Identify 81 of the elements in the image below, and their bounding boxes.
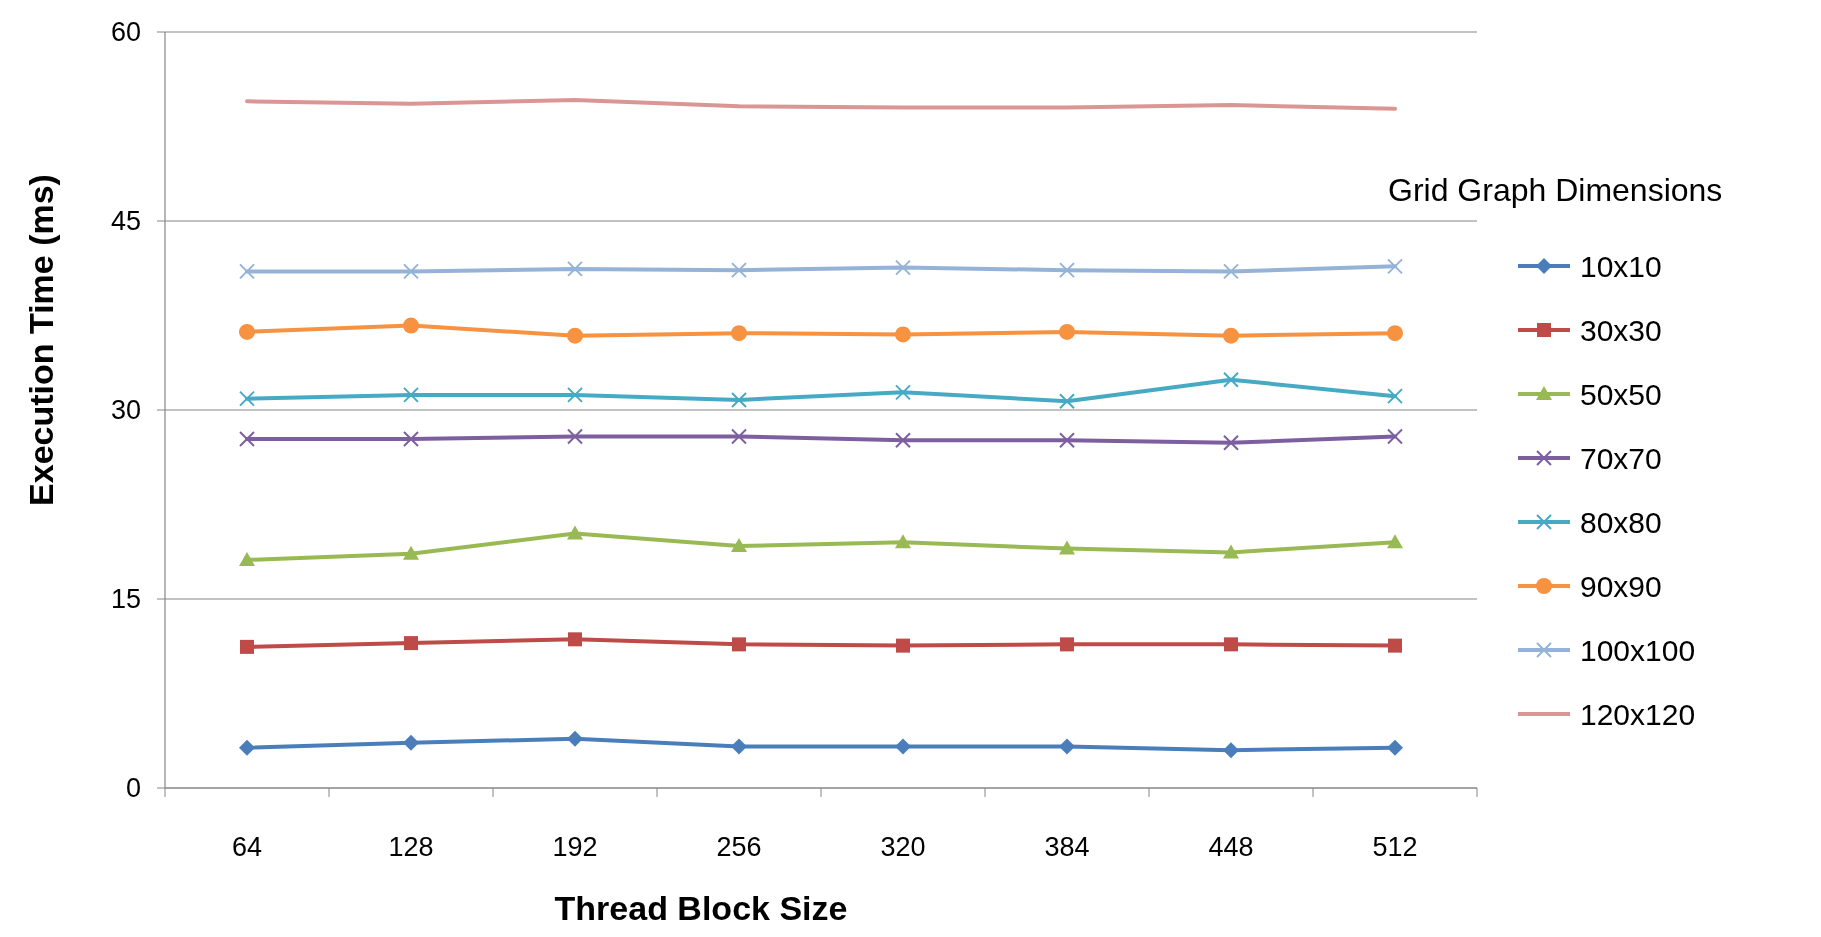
y-tick-label: 30 <box>110 395 141 426</box>
x-tick-label: 448 <box>1208 832 1254 862</box>
point <box>403 430 419 447</box>
point <box>239 323 255 340</box>
legend-label: 120x120 <box>1580 697 1696 731</box>
point <box>731 428 747 445</box>
point <box>1223 434 1239 451</box>
point <box>896 638 910 653</box>
point <box>731 538 747 553</box>
point <box>731 738 747 755</box>
x-tick-label: 64 <box>231 832 263 862</box>
point <box>1387 258 1403 275</box>
point <box>403 263 419 280</box>
legend-label: 30x30 <box>1580 313 1662 347</box>
point <box>731 391 747 408</box>
point <box>1223 263 1239 280</box>
x-tick-label: 192 <box>552 832 598 862</box>
point <box>1059 738 1075 755</box>
point <box>567 730 583 747</box>
point <box>1388 638 1402 653</box>
point <box>239 430 255 447</box>
point <box>239 551 255 566</box>
point <box>568 632 582 647</box>
legend-label: 50x50 <box>1580 377 1662 411</box>
point <box>1387 388 1403 405</box>
point <box>567 260 583 277</box>
legend-title: Grid Graph Dimensions <box>1388 172 1723 208</box>
point <box>1060 637 1074 652</box>
point <box>895 259 911 276</box>
legend-label: 90x90 <box>1580 569 1662 603</box>
point <box>1059 540 1075 555</box>
point <box>731 262 747 279</box>
point <box>1223 742 1239 759</box>
legend-label: 100x100 <box>1580 633 1696 667</box>
point <box>1059 432 1075 449</box>
point <box>1059 393 1075 410</box>
point <box>895 534 911 549</box>
x-tick-label: 512 <box>1372 832 1418 862</box>
y-tick-label: 0 <box>125 773 141 804</box>
point <box>1223 327 1239 344</box>
point <box>895 326 911 343</box>
point <box>895 384 911 401</box>
point <box>567 428 583 445</box>
point <box>895 432 911 449</box>
legend-label: 70x70 <box>1580 441 1662 475</box>
y-axis-title: Execution Time (ms) <box>22 174 60 506</box>
point <box>1059 323 1075 340</box>
point <box>403 734 419 751</box>
y-tick-label: 60 <box>110 17 141 48</box>
point <box>1387 534 1403 549</box>
y-tick-label: 45 <box>110 206 141 237</box>
point <box>567 327 583 344</box>
legend-label: 80x80 <box>1580 505 1662 539</box>
point <box>567 386 583 403</box>
point <box>1223 371 1239 388</box>
point <box>732 637 746 652</box>
point <box>731 325 747 342</box>
point <box>404 636 418 651</box>
point <box>1387 325 1403 342</box>
point <box>567 525 583 540</box>
x-tick-label: 128 <box>388 832 434 862</box>
x-tick-label: 256 <box>716 832 762 862</box>
point <box>403 386 419 403</box>
line-series <box>245 98 1397 111</box>
x-tick-label: 320 <box>880 832 926 862</box>
point <box>240 639 254 654</box>
y-tick-label: 15 <box>110 584 141 615</box>
point <box>239 263 255 280</box>
point <box>239 739 255 756</box>
point <box>403 317 419 334</box>
point <box>1387 739 1403 756</box>
point <box>1223 544 1239 559</box>
point <box>1059 262 1075 279</box>
x-tick-label: 384 <box>1044 832 1090 862</box>
point <box>403 545 419 560</box>
point <box>1387 428 1403 445</box>
point <box>1224 637 1238 652</box>
point <box>895 738 911 755</box>
x-axis-title: Thread Block Size <box>554 889 848 927</box>
legend-label: 10x10 <box>1580 249 1662 283</box>
point <box>239 390 255 407</box>
